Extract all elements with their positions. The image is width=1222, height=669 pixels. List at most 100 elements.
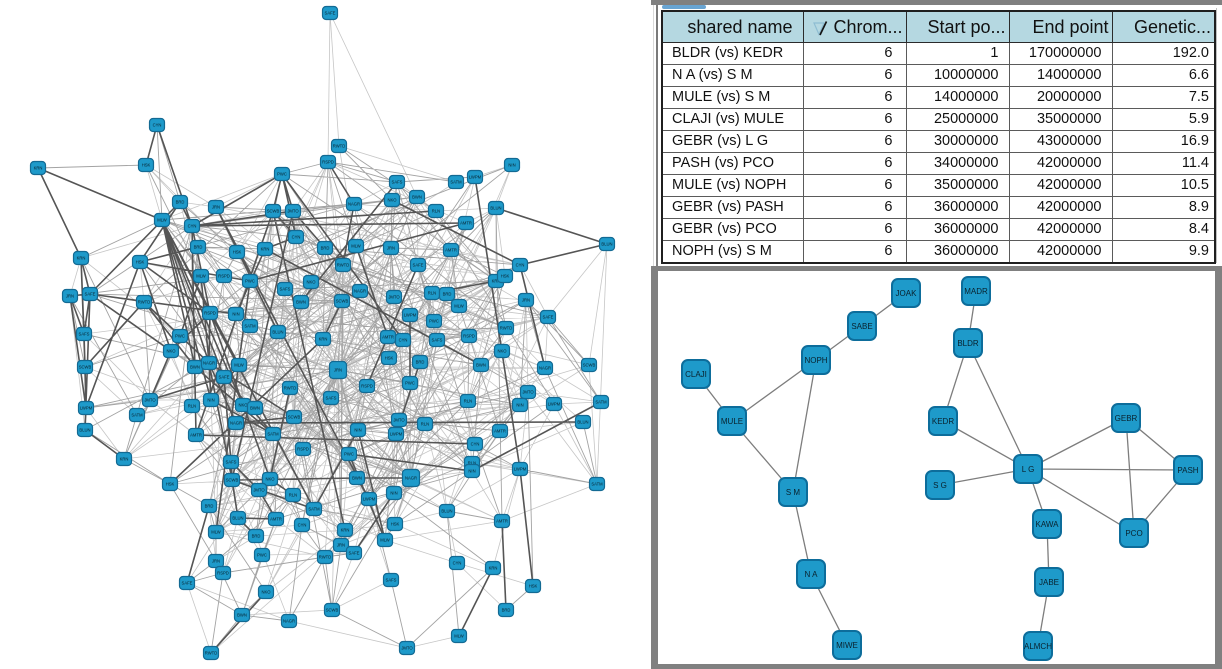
svg-text:RSPD: RSPD bbox=[297, 447, 309, 452]
svg-text:JRN: JRN bbox=[337, 543, 345, 548]
svg-text:SAFE: SAFE bbox=[182, 581, 193, 586]
svg-text:CYN: CYN bbox=[292, 235, 301, 240]
svg-text:MLW: MLW bbox=[157, 218, 167, 223]
svg-text:NIN: NIN bbox=[516, 403, 523, 408]
svg-text:LWPM: LWPM bbox=[363, 497, 376, 502]
svg-text:RWTD: RWTD bbox=[500, 326, 512, 331]
svg-text:S G: S G bbox=[933, 481, 947, 490]
svg-text:CYN: CYN bbox=[516, 263, 525, 268]
svg-text:AMTR: AMTR bbox=[494, 429, 506, 434]
svg-text:RWTD: RWTD bbox=[319, 555, 331, 560]
svg-text:BRD: BRD bbox=[321, 246, 330, 251]
svg-text:PWC: PWC bbox=[277, 172, 287, 177]
svg-text:NAGR: NAGR bbox=[539, 366, 551, 371]
svg-text:JMTO: JMTO bbox=[253, 488, 265, 493]
svg-text:BLUN: BLUN bbox=[272, 330, 283, 335]
svg-text:CLAJI: CLAJI bbox=[685, 370, 707, 379]
svg-text:SAFS: SAFS bbox=[280, 287, 291, 292]
svg-text:RLN: RLN bbox=[432, 209, 440, 214]
svg-text:SCWB: SCWB bbox=[267, 209, 280, 214]
svg-text:N A: N A bbox=[805, 570, 819, 579]
svg-text:SCWB: SCWB bbox=[79, 365, 92, 370]
svg-text:NIN: NIN bbox=[508, 163, 515, 168]
svg-text:JMTO: JMTO bbox=[144, 398, 156, 403]
svg-text:KRN: KRN bbox=[261, 247, 270, 252]
svg-text:L G: L G bbox=[1022, 465, 1035, 474]
svg-text:NIN: NIN bbox=[354, 428, 361, 433]
svg-text:BWN: BWN bbox=[296, 300, 306, 305]
svg-text:SAFE: SAFE bbox=[85, 292, 96, 297]
svg-text:NIN: NIN bbox=[468, 469, 475, 474]
svg-text:S M: S M bbox=[786, 488, 801, 497]
svg-text:BLUN: BLUN bbox=[441, 509, 452, 514]
svg-text:NAGR: NAGR bbox=[230, 421, 242, 426]
svg-text:PCO: PCO bbox=[1125, 529, 1142, 538]
svg-text:HSK: HSK bbox=[529, 584, 538, 589]
svg-text:SATM: SATM bbox=[267, 432, 279, 437]
svg-text:BLDR: BLDR bbox=[957, 339, 979, 348]
svg-text:RLN: RLN bbox=[468, 461, 476, 466]
svg-text:RWTD: RWTD bbox=[333, 144, 345, 149]
svg-text:RSPD: RSPD bbox=[217, 571, 229, 576]
svg-text:SABE: SABE bbox=[851, 322, 872, 331]
svg-text:AMTR: AMTR bbox=[190, 433, 202, 438]
svg-text:SATM: SATM bbox=[244, 324, 256, 329]
svg-text:LWPM: LWPM bbox=[548, 402, 561, 407]
svg-text:RSPD: RSPD bbox=[322, 160, 334, 165]
svg-text:PWC: PWC bbox=[245, 279, 255, 284]
svg-text:KRN: KRN bbox=[341, 528, 350, 533]
svg-text:RWTD: RWTD bbox=[337, 263, 349, 268]
svg-text:BRD: BRD bbox=[443, 292, 452, 297]
svg-text:KRN: KRN bbox=[120, 457, 129, 462]
svg-text:RWTD: RWTD bbox=[284, 386, 296, 391]
svg-text:AMTR: AMTR bbox=[496, 519, 508, 524]
svg-text:RSPD: RSPD bbox=[361, 384, 373, 389]
svg-text:JRN: JRN bbox=[387, 246, 395, 251]
svg-text:LWPM: LWPM bbox=[390, 432, 403, 437]
svg-text:NAGR: NAGR bbox=[283, 619, 295, 624]
svg-text:NKO: NKO bbox=[261, 590, 271, 595]
svg-text:MLW: MLW bbox=[211, 530, 221, 535]
svg-text:NKO: NKO bbox=[166, 349, 176, 354]
svg-text:BLUN: BLUN bbox=[79, 428, 90, 433]
svg-text:SAFS: SAFS bbox=[392, 180, 403, 185]
svg-text:CYN: CYN bbox=[188, 224, 197, 229]
svg-text:NOPH: NOPH bbox=[804, 356, 827, 365]
svg-text:SATM: SATM bbox=[308, 507, 320, 512]
svg-text:PWC: PWC bbox=[429, 319, 439, 324]
svg-text:SATM: SATM bbox=[595, 400, 607, 405]
svg-text:KEDR: KEDR bbox=[932, 417, 954, 426]
svg-text:BRD: BRD bbox=[194, 245, 203, 250]
svg-text:HSK: HSK bbox=[385, 356, 394, 361]
svg-text:SATM: SATM bbox=[450, 180, 462, 185]
svg-text:BRD: BRD bbox=[416, 360, 425, 365]
svg-text:SATM: SATM bbox=[591, 482, 603, 487]
svg-text:NAGR: NAGR bbox=[405, 476, 417, 481]
svg-text:SAFE: SAFE bbox=[543, 315, 554, 320]
svg-text:CYN: CYN bbox=[298, 523, 307, 528]
svg-text:BWN: BWN bbox=[476, 363, 486, 368]
svg-text:NKO: NKO bbox=[387, 198, 397, 203]
svg-text:SCWB: SCWB bbox=[288, 415, 301, 420]
svg-text:JRN: JRN bbox=[212, 205, 220, 210]
svg-text:LWPM: LWPM bbox=[404, 313, 417, 318]
svg-text:PWC: PWC bbox=[257, 553, 267, 558]
svg-text:SAFE: SAFE bbox=[325, 11, 336, 16]
svg-text:LWPM: LWPM bbox=[514, 467, 527, 472]
svg-text:KRN: KRN bbox=[489, 566, 498, 571]
svg-text:NAGR: NAGR bbox=[354, 289, 366, 294]
svg-text:MLW: MLW bbox=[351, 244, 361, 249]
svg-text:MLW: MLW bbox=[454, 634, 464, 639]
svg-text:HSK: HSK bbox=[391, 522, 400, 527]
svg-text:NKO: NKO bbox=[265, 477, 275, 482]
svg-text:NKO: NKO bbox=[306, 280, 316, 285]
svg-text:RLN: RLN bbox=[188, 404, 196, 409]
svg-text:SCWB: SCWB bbox=[336, 299, 349, 304]
svg-text:NKO: NKO bbox=[497, 349, 507, 354]
svg-text:CYN: CYN bbox=[399, 338, 408, 343]
svg-text:JMTO: JMTO bbox=[393, 418, 405, 423]
svg-text:LWPM: LWPM bbox=[469, 175, 482, 180]
svg-text:JRN: JRN bbox=[212, 559, 220, 564]
svg-text:JMTO: JMTO bbox=[401, 646, 413, 651]
svg-text:SAFS: SAFS bbox=[79, 332, 90, 337]
